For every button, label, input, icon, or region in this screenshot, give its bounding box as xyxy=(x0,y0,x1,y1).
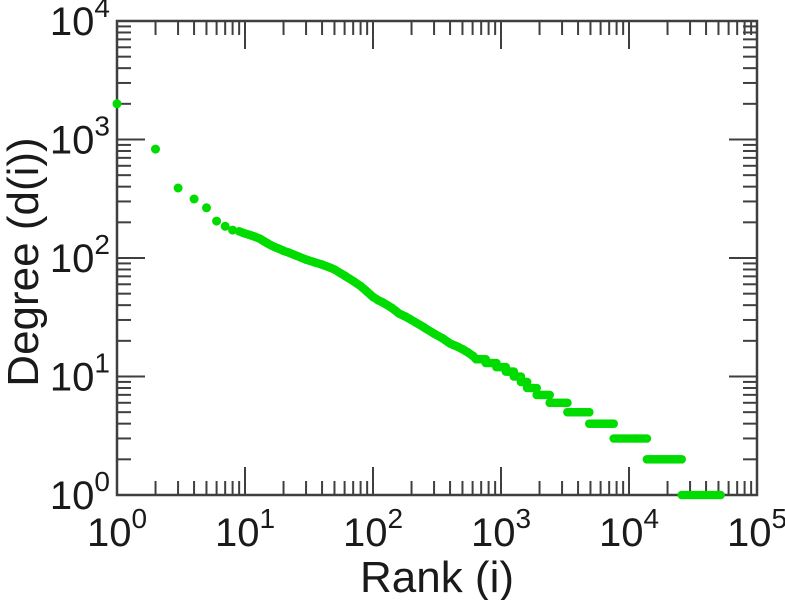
tick-exponent: 3 xyxy=(515,503,531,534)
x-tick-label: 104 xyxy=(599,503,659,555)
y-tick-label: 103 xyxy=(50,111,110,163)
tick-exponent: 0 xyxy=(94,466,110,497)
x-tick-label: 105 xyxy=(727,503,785,555)
data-point xyxy=(532,383,541,393)
x-axis-title: Rank (i) xyxy=(360,553,514,600)
data-point xyxy=(220,221,230,231)
y-tick-label: 101 xyxy=(50,348,110,400)
tick-exponent: 0 xyxy=(131,503,147,534)
data-point xyxy=(716,490,725,500)
data-point xyxy=(609,419,618,429)
tick-exponent: 4 xyxy=(94,0,110,23)
data-point xyxy=(585,407,594,417)
data-point xyxy=(173,183,183,193)
tick-exponent: 1 xyxy=(94,348,110,379)
data-point xyxy=(212,216,222,226)
data-point xyxy=(202,203,211,213)
data-point xyxy=(189,194,199,204)
y-tick-label: 102 xyxy=(50,229,110,281)
tick-exponent: 4 xyxy=(643,503,659,534)
tick-exponent: 2 xyxy=(94,229,110,260)
x-tick-label: 102 xyxy=(343,503,403,555)
axis-ticks xyxy=(116,20,758,496)
scatter-series-points xyxy=(112,99,725,500)
x-tick-label: 101 xyxy=(215,503,275,555)
data-point xyxy=(563,398,572,408)
frame-rect xyxy=(115,19,759,497)
plot-frame xyxy=(115,19,759,497)
x-tick-label: 103 xyxy=(471,503,531,555)
y-axis-title: Degree (d(i)) xyxy=(0,137,48,386)
data-point xyxy=(677,455,686,464)
tick-exponent: 1 xyxy=(259,503,275,534)
tick-exponent: 5 xyxy=(771,503,785,534)
data-point xyxy=(228,225,238,235)
y-tick-label: 104 xyxy=(50,0,110,44)
data-point xyxy=(545,390,554,400)
x-tick-label: 100 xyxy=(87,503,147,555)
tick-exponent: 3 xyxy=(94,111,110,142)
data-point xyxy=(112,99,122,109)
data-point xyxy=(642,434,652,443)
data-point xyxy=(151,144,160,154)
tick-exponent: 2 xyxy=(387,503,403,534)
